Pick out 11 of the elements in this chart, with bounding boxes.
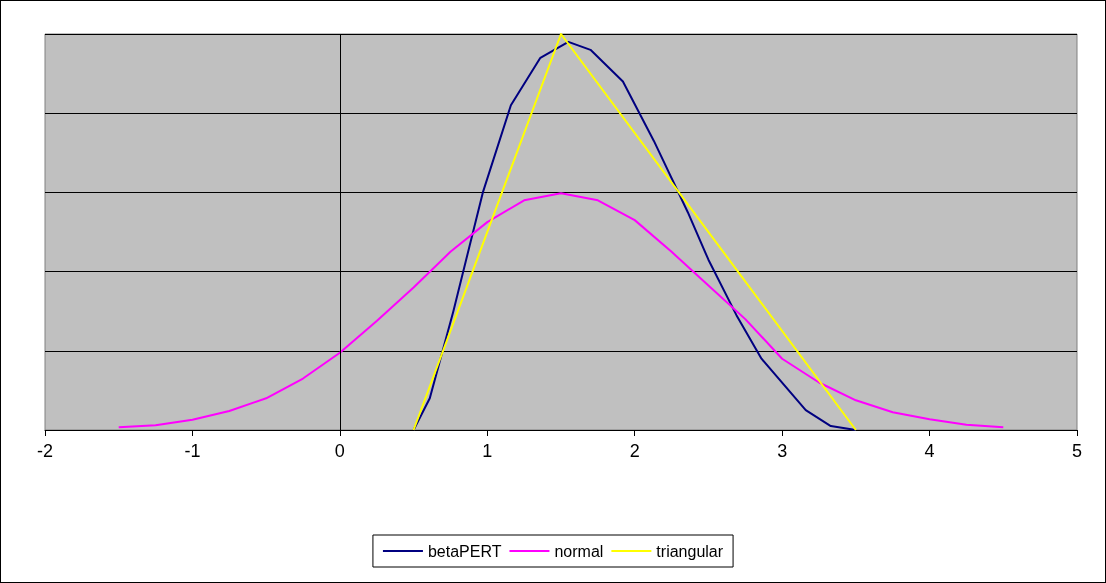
- legend-label: normal: [554, 542, 604, 560]
- legend-label: betaPERT: [427, 542, 502, 560]
- legend-label: triangular: [656, 542, 724, 560]
- x-tick-label: -2: [36, 441, 54, 461]
- x-tick-label: 0: [334, 441, 345, 461]
- x-tick-label: 5: [1071, 441, 1083, 461]
- x-tick-label: -1: [184, 441, 201, 461]
- x-tick-label: 2: [629, 441, 640, 461]
- x-tick-label: 3: [777, 441, 788, 461]
- x-tick-label: 4: [924, 441, 935, 461]
- x-tick-label: 1: [482, 441, 493, 461]
